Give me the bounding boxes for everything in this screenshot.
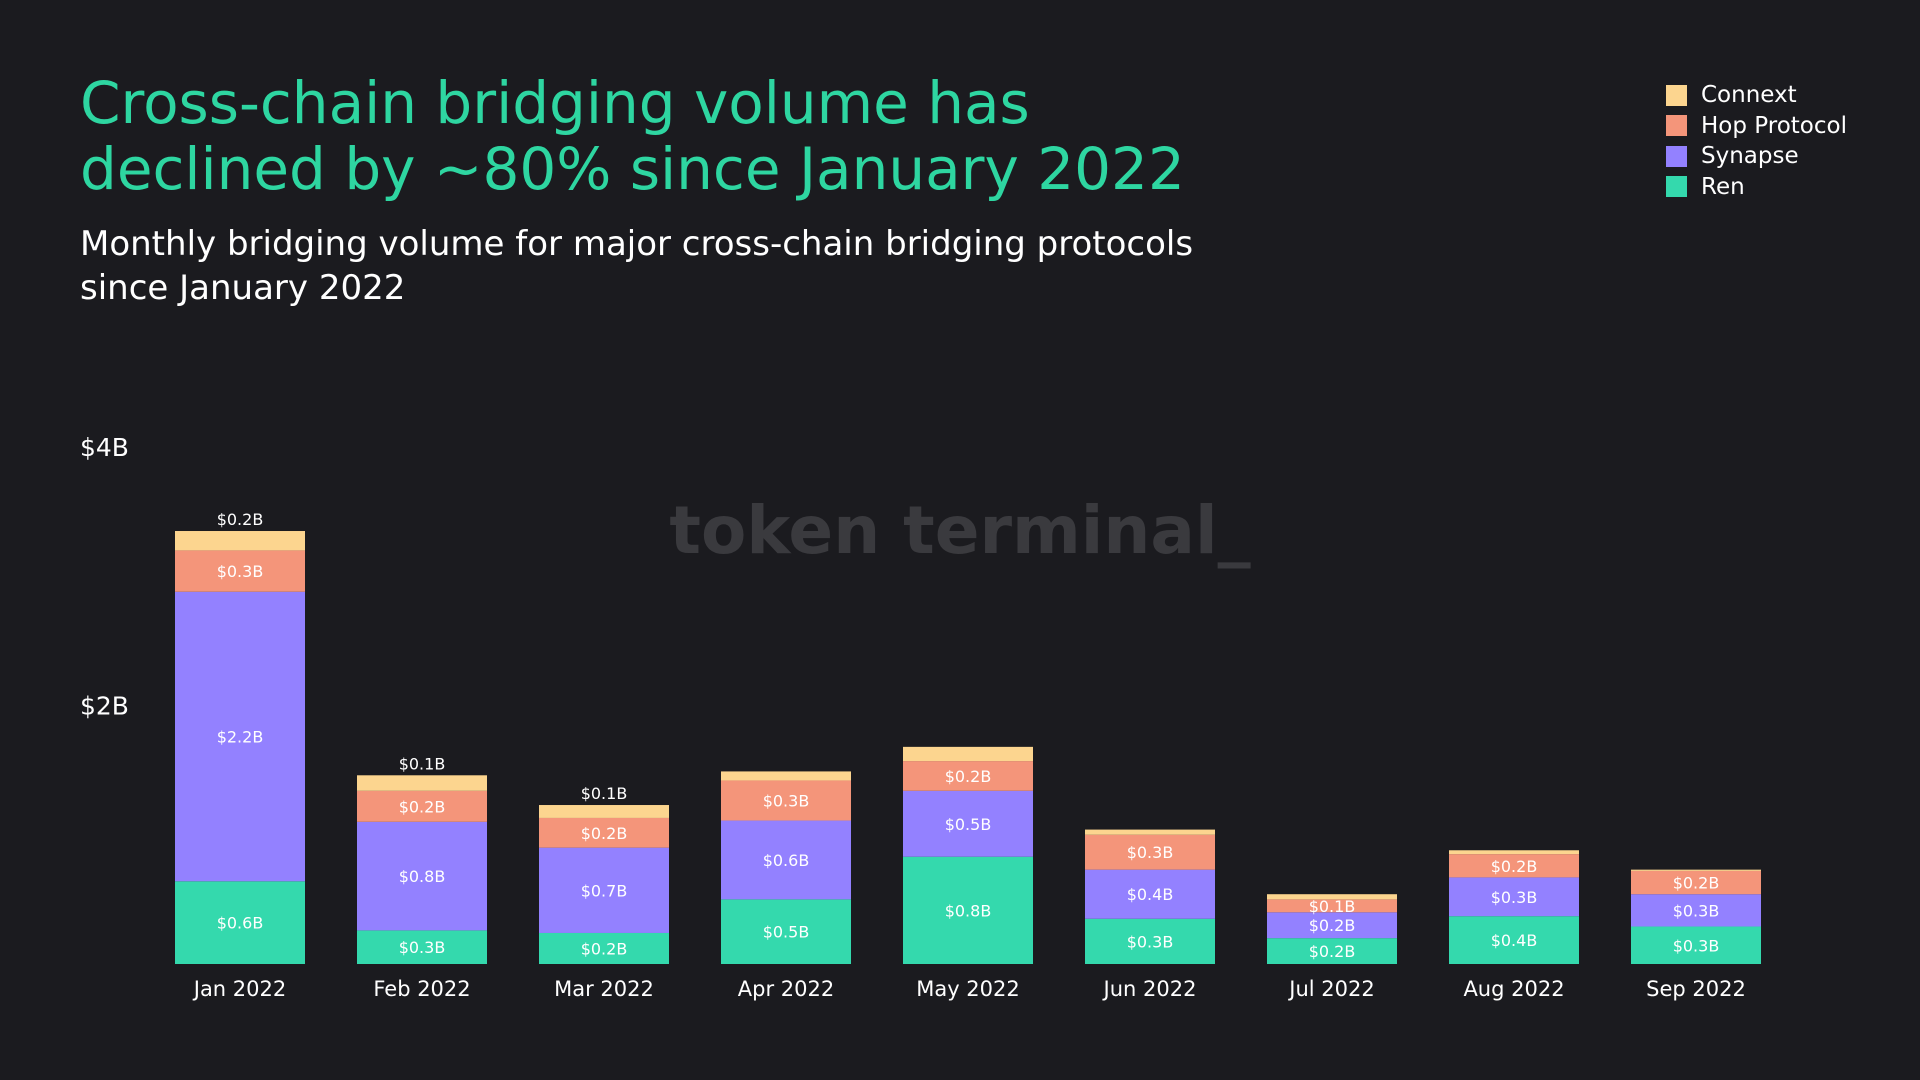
x-tick-label: Feb 2022 [373,977,470,1001]
legend-swatch-ren [1666,176,1687,198]
bar-segment-hop-protocol-jul-2022 [1267,899,1397,913]
data-label-ren-jun-2022: $0.3B [1127,932,1174,951]
legend-label-connext: Connext [1701,82,1797,109]
x-tick-label: Sep 2022 [1646,977,1746,1001]
bar-segment-ren-apr-2022 [721,899,851,964]
data-label-hop-protocol-jul-2022: $0.1B [1309,897,1356,916]
bar-segment-connext-feb-2022 [357,775,487,791]
data-label-ren-jul-2022: $0.2B [1309,942,1356,961]
legend-swatch-synapse [1666,145,1687,167]
data-label-synapse-may-2022: $0.5B [945,815,992,834]
x-tick-label: Jan 2022 [192,977,287,1001]
bar-segment-hop-protocol-jun-2022 [1085,834,1215,870]
bar-segment-ren-may-2022 [903,856,1033,964]
legend-item-ren: Ren [1666,172,1847,203]
x-tick-label: Apr 2022 [738,977,834,1001]
bar-segment-connext-jun-2022 [1085,829,1215,835]
data-label-ren-apr-2022: $0.5B [763,923,810,942]
bar-segment-synapse-aug-2022 [1449,877,1579,917]
data-label-synapse-apr-2022: $0.6B [763,851,810,870]
x-tick-label: Jun 2022 [1102,977,1197,1001]
bars-group: $0.6B$2.2B$0.3B$0.2B$0.3B$0.8B$0.2B$0.1B… [175,510,1761,964]
bar-segment-ren-mar-2022 [539,932,669,964]
bar-segment-ren-aug-2022 [1449,916,1579,964]
data-label-connext-mar-2022: $0.1B [581,784,628,803]
y-tick-label: $2B [80,692,129,721]
data-label-hop-protocol-jan-2022: $0.3B [217,562,264,581]
bar-segment-ren-jun-2022 [1085,918,1215,964]
bar-segment-connext-jan-2022 [175,531,305,551]
data-label-synapse-jan-2022: $2.2B [217,728,264,747]
data-label-hop-protocol-apr-2022: $0.3B [763,791,810,810]
x-tick-label: Mar 2022 [554,977,654,1001]
bar-segment-ren-jan-2022 [175,881,305,964]
bar-segment-ren-jul-2022 [1267,938,1397,964]
bar-segment-connext-may-2022 [903,746,1033,762]
bar-segment-hop-protocol-may-2022 [903,761,1033,791]
bar-segment-hop-protocol-mar-2022 [539,817,669,848]
bar-segment-connext-aug-2022 [1449,850,1579,855]
bar-segment-hop-protocol-feb-2022 [357,790,487,822]
legend-label-hop-protocol: Hop Protocol [1701,112,1847,139]
bar-segment-synapse-mar-2022 [539,847,669,933]
bar-segment-connext-sep-2022 [1631,869,1761,871]
bar-segment-synapse-sep-2022 [1631,894,1761,927]
x-tick-label: May 2022 [916,977,1020,1001]
data-label-hop-protocol-may-2022: $0.2B [945,767,992,786]
data-label-connext-feb-2022: $0.1B [399,754,446,773]
bar-segment-ren-feb-2022 [357,930,487,964]
data-label-synapse-jul-2022: $0.2B [1309,916,1356,935]
x-axis: Jan 2022 Feb 2022 Mar 2022 Apr 2022 May 2022… [192,977,1746,1001]
x-tick-label: Aug 2022 [1463,977,1564,1001]
data-label-hop-protocol-feb-2022: $0.2B [399,797,446,816]
legend-swatch-hop-protocol [1666,115,1687,137]
data-label-synapse-aug-2022: $0.3B [1491,888,1538,907]
bar-segment-hop-protocol-aug-2022 [1449,854,1579,878]
y-tick-label: $4B [80,433,129,462]
bar-segment-synapse-jun-2022 [1085,869,1215,919]
bar-segment-connext-apr-2022 [721,771,851,781]
y-axis: $2B $4B [80,433,129,721]
legend-item-hop-protocol: Hop Protocol [1666,111,1847,142]
legend-label-ren: Ren [1701,173,1745,200]
data-label-ren-sep-2022: $0.3B [1673,936,1720,955]
chart-subtitle: Monthly bridging volume for major cross-… [80,224,1194,308]
data-label-ren-jan-2022: $0.6B [217,914,264,933]
data-label-ren-mar-2022: $0.2B [581,939,628,958]
legend-item-connext: Connext [1666,80,1847,111]
chart-legend: Connext Hop Protocol Synapse Ren [1666,80,1847,202]
data-label-ren-feb-2022: $0.3B [399,938,446,957]
bar-segment-synapse-may-2022 [903,790,1033,857]
bar-segment-hop-protocol-sep-2022 [1631,870,1761,895]
data-label-synapse-feb-2022: $0.8B [399,867,446,886]
data-label-synapse-sep-2022: $0.3B [1673,901,1720,920]
data-label-hop-protocol-sep-2022: $0.2B [1673,874,1720,893]
data-label-synapse-jun-2022: $0.4B [1127,885,1174,904]
data-label-ren-aug-2022: $0.4B [1491,931,1538,950]
data-label-hop-protocol-jun-2022: $0.3B [1127,843,1174,862]
bar-segment-connext-mar-2022 [539,805,669,818]
data-label-hop-protocol-mar-2022: $0.2B [581,824,628,843]
bar-segment-synapse-jan-2022 [175,591,305,882]
watermark: token terminal_ [669,492,1250,569]
data-label-ren-may-2022: $0.8B [945,901,992,920]
bar-segment-ren-sep-2022 [1631,926,1761,964]
legend-item-synapse: Synapse [1666,141,1847,172]
chart-title: Cross-chain bridging volume has declined… [80,69,1185,203]
legend-swatch-connext [1666,84,1687,106]
x-tick-label: Jul 2022 [1287,977,1374,1001]
data-label-synapse-mar-2022: $0.7B [581,881,628,900]
bar-segment-synapse-feb-2022 [357,821,487,931]
bar-segment-connext-jul-2022 [1267,894,1397,900]
bar-segment-hop-protocol-apr-2022 [721,780,851,821]
bar-segment-synapse-apr-2022 [721,820,851,900]
data-label-hop-protocol-aug-2022: $0.2B [1491,857,1538,876]
legend-label-synapse: Synapse [1701,143,1799,170]
bar-segment-hop-protocol-jan-2022 [175,550,305,592]
bar-segment-synapse-jul-2022 [1267,912,1397,939]
data-label-connext-jan-2022: $0.2B [217,510,264,529]
